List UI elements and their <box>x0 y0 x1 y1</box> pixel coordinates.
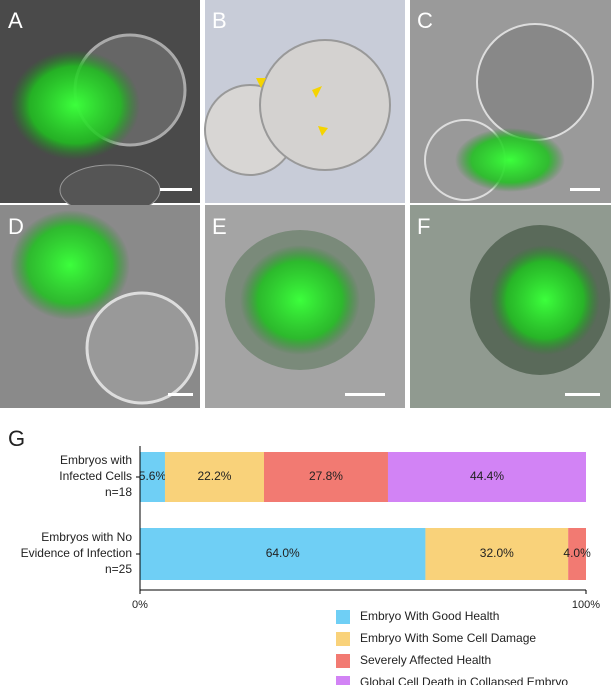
legend-label: Embryo With Good Health <box>360 609 499 623</box>
panel-label: G <box>8 426 25 451</box>
y-tick-label: n=25 <box>105 562 132 576</box>
image-panels <box>0 0 611 408</box>
bar-segment <box>164 452 264 502</box>
value-label: 64.0% <box>266 546 300 560</box>
value-label: 44.4% <box>470 469 504 483</box>
panel-letter: D <box>8 214 24 239</box>
panel-letters: A B C D E F <box>8 8 433 239</box>
legend-swatch <box>336 610 350 624</box>
bar-segment <box>568 528 586 580</box>
x-tick-label: 0% <box>132 599 148 611</box>
panel-letter: B <box>212 8 227 33</box>
y-tick-label: Embryos with No <box>41 530 132 544</box>
panel-letter: F <box>417 214 430 239</box>
y-tick-label: Embryos with <box>60 453 132 467</box>
y-tick-label: n=18 <box>105 485 132 499</box>
value-label: 4.0% <box>563 546 591 560</box>
legend-label: Embryo With Some Cell Damage <box>360 631 536 645</box>
value-label: 27.8% <box>309 469 343 483</box>
panel-letter: C <box>417 8 433 33</box>
legend-label: Severely Affected Health <box>360 653 491 667</box>
value-label: 22.2% <box>197 469 231 483</box>
value-label: 32.0% <box>480 546 514 560</box>
x-tick-label: 100% <box>572 599 600 611</box>
y-tick-label: Evidence of Infection <box>21 546 132 560</box>
bar-segment <box>140 452 165 502</box>
legend-label: Global Cell Death in Collapsed Embryo <box>360 675 568 685</box>
panel-letter: E <box>212 214 227 239</box>
value-label: 5.6% <box>139 469 167 483</box>
bar-segment <box>425 528 569 580</box>
legend-swatch <box>336 654 350 668</box>
legend-swatch <box>336 632 350 646</box>
bar-segment <box>263 452 388 502</box>
legend-swatch <box>336 676 350 685</box>
bar-segment <box>140 528 426 580</box>
panel-letter: A <box>8 8 23 33</box>
bar-segment <box>387 452 586 502</box>
y-tick-label: Infected Cells <box>59 469 132 483</box>
